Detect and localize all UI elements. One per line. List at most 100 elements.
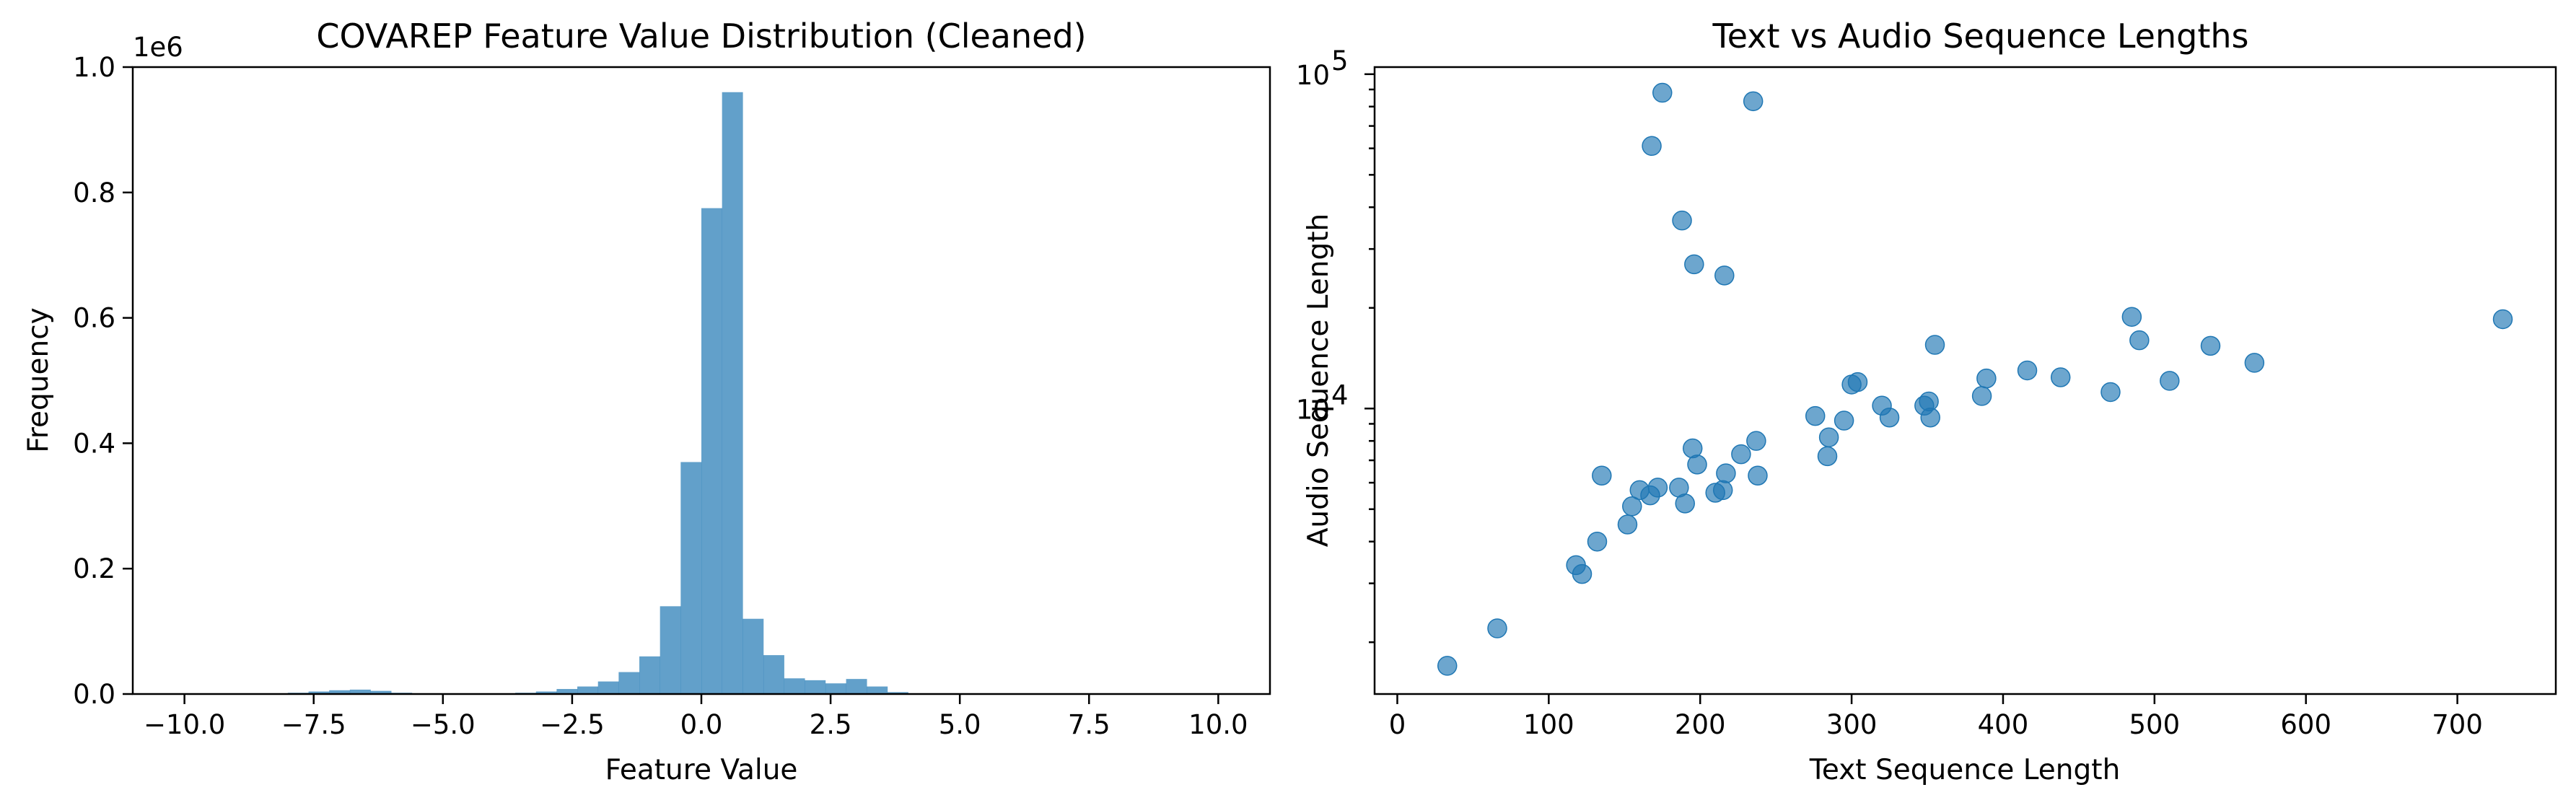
histogram-x-tick-label: 7.5 [1068, 709, 1110, 740]
histogram-bar [867, 686, 888, 694]
histogram-bar [722, 92, 743, 694]
scatter-point [2200, 335, 2221, 356]
histogram-bar [784, 678, 805, 694]
histogram-y-tick-label: 0.4 [73, 428, 115, 459]
scatter-point [1487, 618, 1507, 638]
scatter-point [1748, 465, 1768, 486]
histogram-bar [742, 618, 764, 694]
histogram-x-tick-label: 2.5 [810, 709, 852, 740]
scatter-point [2100, 382, 2121, 403]
histogram-y-tick-label: 0.2 [73, 553, 115, 584]
histogram-x-tick-label: −2.5 [540, 709, 605, 740]
scatter-y-tick-exponent: 4 [1331, 379, 1349, 410]
scatter-x-tick-label: 600 [2280, 709, 2331, 740]
histogram-axes-frame [131, 66, 1271, 695]
histogram-title: COVAREP Feature Value Distribution (Clea… [316, 17, 1086, 56]
histogram-bar [618, 672, 640, 694]
scatter-x-axis-label: Text Sequence Length [1809, 754, 2121, 786]
scatter-point [1587, 531, 1608, 552]
scatter-point [2129, 330, 2150, 351]
scatter-point [1847, 372, 1868, 392]
scatter-point [1592, 465, 1612, 486]
scatter-point [2160, 371, 2180, 391]
scatter-point [1818, 427, 1839, 447]
histogram-chart: COVAREP Feature Value Distribution (Clea… [22, 17, 1271, 786]
scatter-x-ticks: 0 100 200 300 400 500 600 700 [1389, 694, 2483, 740]
histogram-y-tick-label: 0.0 [73, 679, 115, 710]
scatter-point [1971, 386, 1992, 406]
scatter-point [1687, 454, 1707, 475]
scatter-point [1817, 446, 1838, 467]
histogram-bar [308, 691, 330, 694]
scatter-point [1684, 254, 1704, 275]
histogram-x-tick-label: 0.0 [680, 709, 723, 740]
scatter-point [1714, 265, 1735, 286]
scatter-point [1716, 463, 1736, 483]
scatter-points [1437, 82, 2513, 676]
scatter-point [1572, 563, 1593, 584]
scatter-point [1622, 496, 1642, 517]
scatter-point [1924, 335, 1945, 355]
scatter-point [1712, 480, 1733, 501]
scatter-title: Text vs Audio Sequence Lengths [1712, 17, 2249, 56]
scatter-y-tick-label: 10 [1296, 60, 1330, 91]
histogram-bar [556, 689, 578, 694]
scatter-point [1879, 407, 1900, 428]
scatter-point [1834, 410, 1854, 431]
scatter-point [1617, 514, 1638, 535]
scatter-x-tick-label: 300 [1826, 709, 1878, 740]
scatter-x-tick-label: 100 [1523, 709, 1574, 740]
scatter-point [1976, 368, 1997, 389]
histogram-bars [184, 92, 1219, 694]
histogram-y-ticks: 0.0 0.2 0.4 0.6 0.8 1.0 [73, 52, 133, 710]
scatter-y-tick-label: 10 [1296, 394, 1330, 425]
histogram-x-axis-label: Feature Value [605, 754, 798, 786]
scatter-point [1675, 493, 1695, 514]
histogram-y-axis-label: Frequency [22, 307, 55, 452]
histogram-bar [805, 680, 826, 694]
scatter-point [2121, 307, 2142, 327]
scatter-point [1437, 656, 1458, 676]
scatter-point [2017, 360, 2038, 381]
histogram-bar [597, 681, 619, 694]
scatter-point [1652, 82, 1673, 103]
scatter-axes-frame [1373, 66, 2557, 695]
histogram-y-offset-label: 1e6 [133, 32, 183, 63]
scatter-x-tick-label: 700 [2432, 709, 2483, 740]
scatter-point [1731, 444, 1751, 465]
scatter-point [2244, 353, 2265, 373]
scatter-point [1805, 405, 1826, 426]
histogram-bar [639, 656, 660, 694]
scatter-y-tick-exponent: 5 [1331, 45, 1349, 76]
scatter-point [2050, 367, 2071, 387]
histogram-bar [660, 606, 681, 694]
histogram-bar [763, 655, 784, 694]
scatter-y-axis-label: Audio Sequence Length [1302, 214, 1335, 548]
histogram-x-tick-label: −7.5 [281, 709, 346, 740]
scatter-x-tick-label: 400 [1978, 709, 2029, 740]
histogram-bar [887, 692, 908, 694]
histogram-x-tick-label: 5.0 [939, 709, 981, 740]
histogram-bar [680, 462, 702, 694]
histogram-y-tick-label: 0.6 [73, 303, 115, 334]
histogram-bar [370, 690, 392, 694]
scatter-point [2492, 309, 2513, 330]
histogram-bar [577, 686, 599, 694]
histogram-x-ticks: −10.0 −7.5 −5.0 −2.5 0.0 2.5 5.0 7.5 10.0 [144, 694, 1248, 740]
histogram-bar [349, 689, 371, 694]
histogram-x-tick-label: −10.0 [144, 709, 225, 740]
scatter-x-tick-label: 0 [1389, 709, 1406, 740]
scatter-x-tick-label: 500 [2129, 709, 2181, 740]
scatter-x-tick-label: 200 [1675, 709, 1726, 740]
scatter-point [1642, 136, 1662, 157]
histogram-y-tick-label: 1.0 [73, 52, 115, 83]
scatter-point [1743, 91, 1764, 112]
scatter-point [1647, 478, 1668, 498]
histogram-bar [846, 679, 867, 694]
scatter-point [1920, 407, 1940, 428]
histogram-bar [825, 683, 846, 694]
histogram-y-tick-label: 0.8 [73, 177, 115, 208]
histogram-x-tick-label: −5.0 [411, 709, 476, 740]
histogram-x-tick-label: 10.0 [1188, 709, 1248, 740]
